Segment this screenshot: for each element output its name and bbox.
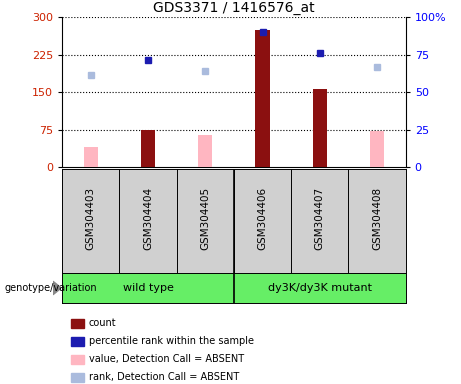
- Bar: [71, 337, 83, 346]
- Text: genotype/variation: genotype/variation: [5, 283, 97, 293]
- Bar: [370, 131, 384, 167]
- Bar: [71, 372, 83, 382]
- Text: wild type: wild type: [123, 283, 173, 293]
- Polygon shape: [53, 281, 61, 295]
- Text: GSM304407: GSM304407: [315, 187, 325, 250]
- Text: GSM304406: GSM304406: [258, 187, 267, 250]
- Bar: [62, 273, 234, 303]
- Text: value, Detection Call = ABSENT: value, Detection Call = ABSENT: [89, 354, 244, 364]
- Text: GSM304404: GSM304404: [143, 187, 153, 250]
- Bar: [198, 135, 213, 167]
- Bar: [84, 147, 98, 167]
- Title: GDS3371 / 1416576_at: GDS3371 / 1416576_at: [153, 1, 315, 15]
- Text: rank, Detection Call = ABSENT: rank, Detection Call = ABSENT: [89, 372, 239, 382]
- Text: count: count: [89, 318, 116, 328]
- Text: dy3K/dy3K mutant: dy3K/dy3K mutant: [268, 283, 372, 293]
- Bar: [313, 89, 327, 167]
- Bar: [255, 30, 270, 167]
- Text: GSM304403: GSM304403: [86, 187, 96, 250]
- Bar: [71, 354, 83, 364]
- Text: percentile rank within the sample: percentile rank within the sample: [89, 336, 254, 346]
- Text: GSM304408: GSM304408: [372, 187, 382, 250]
- Bar: [234, 273, 406, 303]
- Bar: [141, 130, 155, 167]
- Text: GSM304405: GSM304405: [201, 187, 210, 250]
- Bar: [71, 319, 83, 328]
